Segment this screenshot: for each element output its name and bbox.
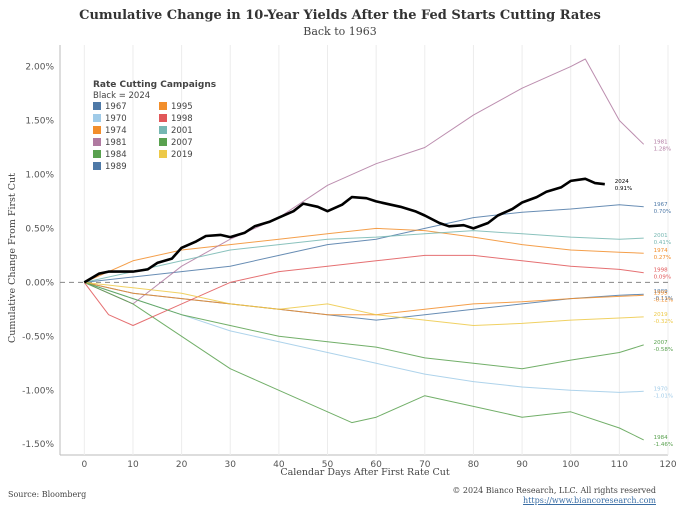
y-tick-label: 2.00% bbox=[25, 63, 54, 73]
end-label-name: 2001 bbox=[654, 233, 668, 239]
end-label-value: 0.09% bbox=[654, 275, 671, 281]
end-label-name: 1981 bbox=[654, 139, 668, 145]
y-tick-label: -0.50% bbox=[22, 332, 54, 342]
legend-swatch-2007 bbox=[159, 138, 167, 146]
series-lines bbox=[83, 58, 645, 441]
y-tick-label: -1.50% bbox=[22, 440, 54, 450]
end-label-value: -1.46% bbox=[654, 442, 673, 448]
legend-swatch-1981 bbox=[93, 138, 101, 146]
y-tick-label: 0.00% bbox=[25, 278, 54, 288]
website-link[interactable]: https://www.biancoresearch.com bbox=[523, 496, 656, 505]
end-label-name: 2007 bbox=[654, 340, 668, 346]
legend-title: Rate Cutting Campaigns bbox=[93, 80, 216, 90]
series-line-2001 bbox=[84, 230, 644, 283]
legend-item-1995: 1995 bbox=[171, 102, 193, 112]
end-label-name: 1989 bbox=[654, 289, 668, 295]
legend-swatch-2001 bbox=[159, 126, 167, 134]
x-tick-label: 40 bbox=[273, 460, 285, 470]
legend-item-1967: 1967 bbox=[105, 102, 127, 112]
end-label-name: 2019 bbox=[654, 312, 668, 318]
legend-swatch-1998 bbox=[159, 114, 167, 122]
legend-swatch-1995 bbox=[159, 102, 167, 110]
x-tick-label: 0 bbox=[81, 460, 87, 470]
end-label-name: 1967 bbox=[654, 202, 668, 208]
end-label-name: 1984 bbox=[654, 435, 668, 441]
legend-item-1984: 1984 bbox=[105, 150, 127, 160]
series-line-1998 bbox=[83, 254, 644, 326]
legend-item-2007: 2007 bbox=[171, 138, 193, 148]
end-label-name: 1995 bbox=[654, 290, 668, 296]
legend-swatch-1967 bbox=[93, 102, 101, 110]
y-tick-label: 1.00% bbox=[25, 170, 54, 180]
end-label-name: 1970 bbox=[654, 386, 668, 392]
legend-item-2001: 2001 bbox=[171, 126, 193, 136]
legend-item-1981: 1981 bbox=[105, 138, 127, 148]
y-axis-label: Cumulative Change From First Cut bbox=[7, 173, 18, 343]
series-line-2024 bbox=[83, 177, 605, 284]
legend-swatch-2019 bbox=[159, 150, 167, 158]
legend-subtitle: Black = 2024 bbox=[93, 91, 150, 101]
x-tick-label: 30 bbox=[225, 460, 237, 470]
x-tick-label: 60 bbox=[370, 460, 382, 470]
x-tick-label: 90 bbox=[516, 460, 528, 470]
x-tick-label: 10 bbox=[127, 460, 139, 470]
y-tick-label: 0.50% bbox=[25, 224, 54, 234]
source-note: Source: Bloomberg bbox=[8, 490, 87, 499]
grid-lines bbox=[59, 45, 669, 456]
x-tick-label: 80 bbox=[468, 460, 480, 470]
chart-subtitle: Back to 1963 bbox=[303, 25, 377, 38]
x-tick-label: 70 bbox=[419, 460, 431, 470]
end-label-name: 1974 bbox=[654, 248, 668, 254]
series-line-1974 bbox=[84, 227, 644, 283]
x-tick-label: 50 bbox=[322, 460, 334, 470]
x-tick-label: 100 bbox=[562, 460, 579, 470]
end-label-value: -0.11% bbox=[654, 296, 673, 302]
end-label-name: 2024 bbox=[615, 179, 629, 185]
series-line-2019 bbox=[84, 281, 644, 326]
end-label-value: 0.70% bbox=[654, 209, 671, 215]
legend-item-1974: 1974 bbox=[105, 126, 127, 136]
y-axis: -1.50% -1.00% -0.50% 0.00% 0.50% 1.00% 1.50% 2.… bbox=[22, 63, 54, 451]
legend-item-1970: 1970 bbox=[105, 114, 127, 124]
series-line-1981 bbox=[84, 58, 645, 305]
y-tick-label: -1.00% bbox=[22, 386, 54, 396]
end-label-value: -1.01% bbox=[654, 393, 673, 399]
end-label-value: 0.41% bbox=[654, 240, 671, 246]
end-label-value: 0.27% bbox=[654, 255, 671, 261]
x-tick-label: 120 bbox=[659, 460, 676, 470]
series-line-2007 bbox=[84, 281, 644, 370]
end-label-value: -0.32% bbox=[654, 319, 673, 325]
legend-swatch-1974 bbox=[93, 126, 101, 134]
legend-item-1989: 1989 bbox=[105, 162, 127, 172]
series-line-1967 bbox=[84, 204, 644, 283]
x-tick-label: 20 bbox=[176, 460, 188, 470]
x-axis-label: Calendar Days After First Rate Cut bbox=[280, 467, 450, 478]
legend-swatch-1970 bbox=[93, 114, 101, 122]
copyright-note: © 2024 Bianco Research, LLC. All rights … bbox=[452, 486, 656, 495]
legend-item-1998: 1998 bbox=[171, 114, 193, 124]
legend-swatch-1984 bbox=[93, 150, 101, 158]
chart-title: Cumulative Change in 10-Year Yields Afte… bbox=[79, 8, 601, 23]
y-tick-label: 1.50% bbox=[25, 117, 54, 127]
end-label-value: -0.58% bbox=[654, 347, 673, 353]
x-axis: 0 10 20 30 40 50 60 70 80 90 100 110 120 bbox=[81, 460, 676, 470]
end-label-name: 1998 bbox=[654, 268, 668, 274]
series-line-1984 bbox=[84, 281, 644, 441]
end-label-value: -0.12% bbox=[654, 297, 673, 303]
end-label-value: 1.28% bbox=[654, 146, 671, 152]
x-tick-label: 110 bbox=[611, 460, 628, 470]
end-label-value: 0.91% bbox=[615, 186, 632, 192]
legend-item-2019: 2019 bbox=[171, 150, 193, 160]
legend-swatch-1989 bbox=[93, 162, 101, 170]
